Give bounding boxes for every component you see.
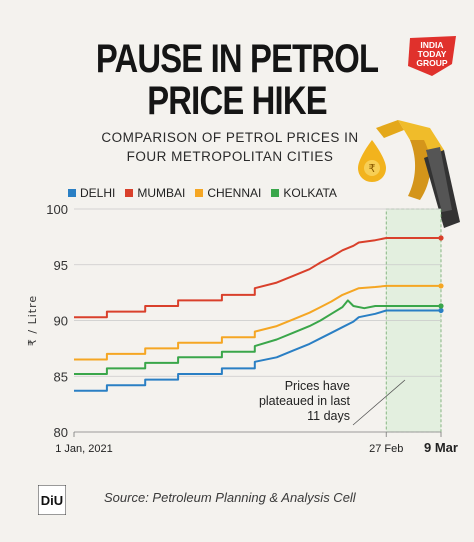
legend-swatch: [195, 189, 204, 197]
series-end-point-mumbai: [438, 235, 444, 241]
legend-item-chennai: CHENNAI: [195, 186, 261, 200]
legend-swatch: [68, 189, 76, 197]
headline-line-2: PRICE HIKE: [147, 79, 327, 123]
plot-area: 80 85 90 95 100 ₹ / Litre 1 Jan, 2021 27 Feb 9 M…: [26, 202, 458, 455]
series-line-mumbai: [74, 237, 441, 319]
rupee-drop-icon: ₹: [358, 140, 386, 182]
series-end-point-delhi: [438, 307, 444, 314]
legend-label: CHENNAI: [207, 186, 262, 200]
series-line-delhi: [74, 309, 441, 392]
series-end-point-chennai: [438, 283, 444, 289]
y-tick-label: 90: [54, 314, 68, 329]
brand-line-3: GROUP: [416, 58, 448, 68]
india-today-group-logo: INDIA TODAY GROUP: [408, 36, 456, 76]
y-tick-label: 100: [46, 202, 68, 217]
headline: PAUSE IN PETROL PRICE HIKE: [43, 38, 432, 122]
legend-item-mumbai: MUMBAI: [125, 186, 185, 200]
legend-label: KOLKATA: [283, 186, 337, 200]
series-line-chennai: [74, 284, 441, 361]
source-note: Source: Petroleum Planning & Analysis Ce…: [104, 490, 356, 505]
legend-swatch: [271, 189, 280, 197]
series-end-point-kolkata: [438, 303, 444, 309]
subtitle-line-2: FOUR METROPOLITAN CITIES: [126, 149, 334, 164]
series-line-kolkata: [74, 299, 441, 375]
brand-line-1: INDIA: [420, 40, 443, 50]
legend-label: MUMBAI: [137, 186, 186, 200]
legend-item-delhi: DELHI: [68, 186, 115, 200]
subtitle: COMPARISON OF PETROL PRICES IN FOUR METR…: [100, 128, 360, 166]
diu-logo-text: DiU: [41, 493, 63, 508]
plateau-annotation: Prices have plateaued in last 11 days: [259, 379, 406, 426]
fuel-nozzle-icon: [376, 120, 460, 228]
y-tick-label: 85: [54, 369, 68, 384]
legend-item-kolkata: KOLKATA: [271, 186, 337, 200]
x-tick-label: 1 Jan, 2021: [55, 443, 113, 455]
brand-line-2: TODAY: [418, 49, 447, 59]
y-tick-label: 80: [54, 425, 68, 440]
x-tick-label: 27 Feb: [369, 443, 403, 455]
subtitle-line-1: COMPARISON OF PETROL PRICES IN: [101, 130, 359, 145]
annotation-line-3: 11 days: [307, 409, 350, 423]
legend-label: DELHI: [80, 186, 116, 200]
x-tick-label: 9 Mar: [424, 440, 458, 455]
y-axis-label: ₹ / Litre: [26, 295, 39, 346]
y-tick-label: 95: [54, 258, 68, 273]
svg-text:₹: ₹: [369, 162, 376, 175]
headline-line-1: PAUSE IN PETROL: [95, 37, 379, 81]
legend-swatch: [125, 189, 134, 197]
diu-logo: DiU: [38, 485, 66, 515]
chart-legend: DELHI MUMBAI CHENNAI KOLKATA: [68, 186, 337, 200]
annotation-line-1: Prices have: [285, 379, 350, 393]
annotation-line-2: plateaued in last: [259, 394, 351, 408]
